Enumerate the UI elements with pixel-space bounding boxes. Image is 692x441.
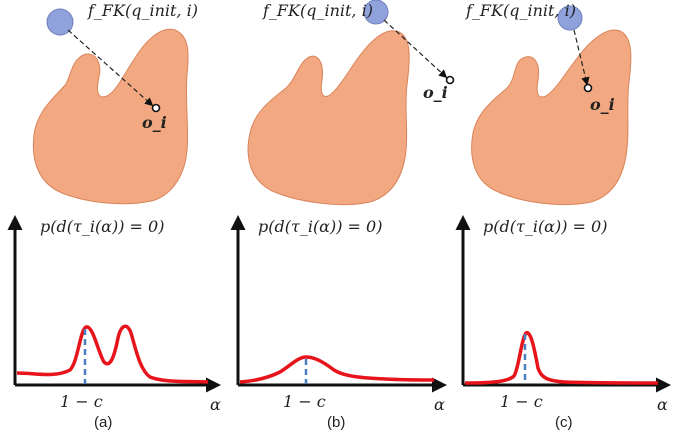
caption: (b) xyxy=(327,414,345,431)
point-label: o_i xyxy=(590,95,615,114)
ray-arrow xyxy=(383,19,448,79)
ray-arrow xyxy=(573,29,590,86)
caption: (a) xyxy=(94,414,112,431)
probability-curve xyxy=(464,331,659,385)
alpha-label: α xyxy=(434,395,445,414)
prob-label: p(d(τ_i(α)) = 0) xyxy=(258,217,382,236)
sphere xyxy=(363,0,389,25)
plot-c: p(d(τ_i(α)) = 0) 1 − c α (c) xyxy=(455,215,671,431)
tick-label: 1 − c xyxy=(60,392,103,411)
prob-label: p(d(τ_i(α)) = 0) xyxy=(483,217,607,236)
fk-label: f_FK(q_init, i) xyxy=(262,1,373,20)
scene-b: f_FK(q_init, i) o_i xyxy=(247,0,455,206)
sphere xyxy=(46,8,74,36)
point-label: o_i xyxy=(142,113,167,132)
panel-c: f_FK(q_init, i) o_i p(d(τ_i(α)) = 0) 1 −… xyxy=(455,1,671,431)
obstacle-shape xyxy=(471,29,632,206)
obstacle-shape xyxy=(32,28,189,205)
probability-curve xyxy=(239,355,435,384)
scene-a: f_FK(q_init, i) o_i xyxy=(32,1,198,205)
scene-c: f_FK(q_init, i) o_i xyxy=(465,1,632,206)
alpha-label: α xyxy=(657,395,668,414)
prob-label: p(d(τ_i(α)) = 0) xyxy=(40,217,164,236)
caption: (c) xyxy=(555,414,573,431)
target-point xyxy=(583,83,593,93)
alpha-label: α xyxy=(210,395,221,414)
plot-b: p(d(τ_i(α)) = 0) 1 − c α (b) xyxy=(230,215,447,431)
tick-label: 1 − c xyxy=(283,392,326,411)
probability-curve xyxy=(16,324,209,384)
target-point xyxy=(151,103,161,113)
point-label: o_i xyxy=(423,83,448,102)
sphere xyxy=(557,5,583,31)
tick-label: 1 − c xyxy=(500,392,543,411)
fk-label: f_FK(q_init, i) xyxy=(465,1,576,20)
plot-a: p(d(τ_i(α)) = 0) 1 − c α (a) xyxy=(7,215,221,431)
ray-arrow xyxy=(67,29,154,107)
obstacle-shape xyxy=(247,30,410,206)
fk-label: f_FK(q_init, i) xyxy=(87,1,198,20)
panel-a: f_FK(q_init, i) o_i p(d(τ_i(α)) = 0) 1 −… xyxy=(7,1,221,431)
panel-b: f_FK(q_init, i) o_i p(d(τ_i(α)) = 0) 1 −… xyxy=(230,0,455,431)
target-point xyxy=(445,75,455,85)
